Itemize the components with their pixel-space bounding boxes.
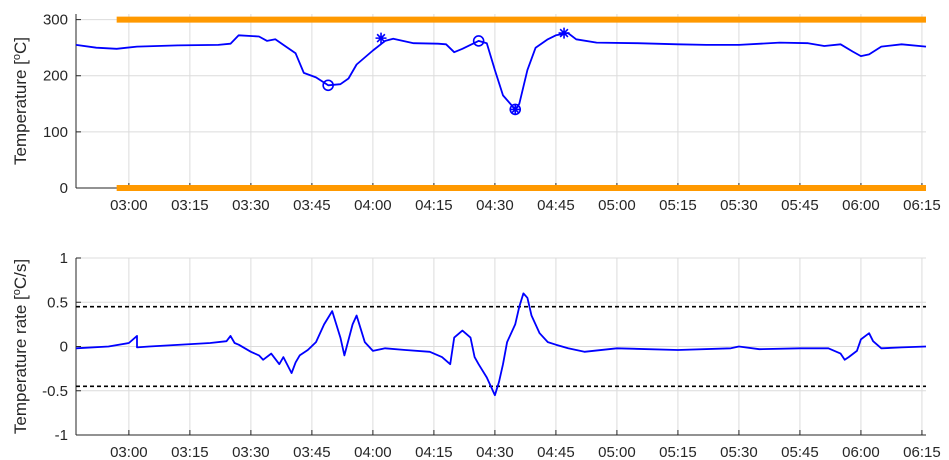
x-tick-label: 03:00 [110, 197, 148, 214]
x-tick-label: 03:30 [232, 444, 270, 460]
y-tick-label: -1 [55, 427, 68, 444]
data-series-line [75, 292, 927, 397]
temperature-rate-panel: 03:00 03:15 03:30 03:45 04:00 04:15 04:30 04:45… [11, 250, 941, 460]
x-tick-label: 05:45 [781, 444, 819, 460]
x-tick-label: 04:30 [476, 444, 514, 460]
plot-area [76, 14, 926, 188]
x-tick-label: 05:15 [659, 197, 697, 214]
x-tick-label: 05:30 [720, 444, 758, 460]
y-axis-title-degree: o [11, 289, 23, 295]
x-tick-label: 05:45 [781, 197, 819, 214]
x-tick-label: 03:00 [110, 444, 148, 460]
x-tick-label: 04:00 [354, 197, 392, 214]
asterisk-marker [375, 32, 387, 44]
x-tick-label: 04:15 [415, 444, 453, 460]
y-axis-title-unit: C/s] [11, 259, 30, 289]
x-tick-label: 05:00 [598, 197, 636, 214]
y-tick-label: 0 [60, 180, 68, 197]
circle-marker [472, 35, 485, 47]
y-tick-label: 300 [43, 12, 68, 29]
x-tick-label: 06:00 [842, 197, 880, 214]
y-axis-title: Temperature [oC] [11, 37, 30, 165]
x-tick-label: 06:00 [842, 444, 880, 460]
y-tick-label: 0 [60, 339, 68, 356]
x-tick-label: 06:15 [903, 444, 941, 460]
x-tick-label: 03:15 [171, 444, 209, 460]
y-tick-label: 100 [43, 124, 68, 141]
x-tick-label: 04:00 [354, 444, 392, 460]
x-tick-label: 05:15 [659, 444, 697, 460]
y-tick-label: 0.5 [47, 294, 68, 311]
data-series-line [75, 32, 927, 111]
y-axis-title-text: Temperature rate [ [11, 295, 30, 434]
y-tick-label: 1 [60, 250, 68, 267]
x-tick-label: 04:45 [537, 197, 575, 214]
x-tick-label: 03:30 [232, 197, 270, 214]
x-tick-label: 05:30 [720, 197, 758, 214]
y-tick-label: -0.5 [42, 383, 68, 400]
x-tick-label: 04:15 [415, 197, 453, 214]
x-tick-label: 03:45 [293, 197, 331, 214]
x-tick-label: 03:45 [293, 444, 331, 460]
y-axis-title-degree: o [11, 54, 23, 60]
y-axis-title-text: Temperature [ [11, 60, 30, 165]
x-tick-label: 04:45 [537, 444, 575, 460]
y-axis-title: Temperature rate [oC/s] [11, 259, 30, 434]
x-tick-label: 06:15 [903, 197, 941, 214]
asterisk-marker [558, 27, 570, 39]
circle-marker [322, 79, 334, 92]
asterisk-marker [509, 103, 521, 115]
y-tick-label: 200 [43, 68, 68, 85]
y-axis-title-unit: C] [11, 37, 30, 54]
x-tick-label: 03:15 [171, 197, 209, 214]
x-tick-label: 05:00 [598, 444, 636, 460]
temperature-panel: 03:00 03:15 03:30 03:45 04:00 04:15 04:30 04:45… [11, 12, 941, 214]
x-tick-label: 04:30 [476, 197, 514, 214]
